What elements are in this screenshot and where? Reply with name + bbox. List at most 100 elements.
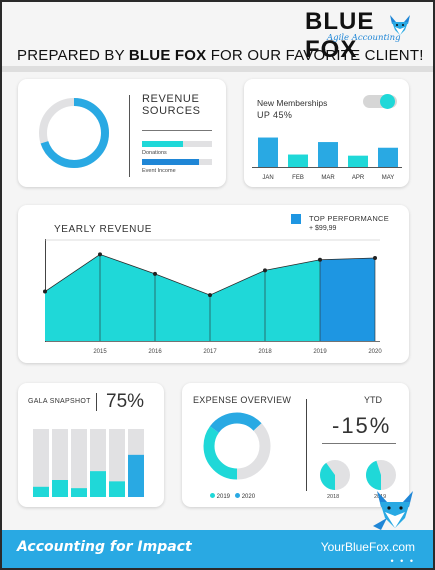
brand-logo: BLUE FOX Agile Accounting bbox=[305, 8, 421, 63]
yearly-revenue-title: YEARLY REVENUE bbox=[54, 224, 153, 235]
yearly-area-highlight bbox=[320, 257, 375, 341]
fox-mascot-icon bbox=[373, 491, 413, 530]
memberships-bar-jan bbox=[258, 137, 278, 167]
memberships-tick-may: MAY bbox=[382, 175, 395, 181]
yearly-tick-2020: 2020 bbox=[368, 349, 382, 355]
donations-bar-fill bbox=[142, 141, 183, 147]
prepared-by-heading: PREPARED BY BLUE FOX FOR OUR FAVORITE CL… bbox=[17, 47, 424, 64]
yearly-point-3 bbox=[208, 293, 212, 298]
prepared-prefix: PREPARED BY bbox=[17, 47, 129, 64]
legend-2019-label: 2019 bbox=[216, 494, 231, 500]
gala-bar-chart bbox=[33, 429, 144, 497]
yearly-tick-2016: 2016 bbox=[148, 349, 162, 355]
memberships-tick-apr: APR bbox=[352, 175, 365, 181]
top-performance-value: + $99,99 bbox=[309, 225, 337, 232]
revenue-divider bbox=[129, 95, 130, 177]
event-income-bar-track bbox=[142, 159, 212, 165]
memberships-toggle[interactable] bbox=[363, 94, 397, 109]
top-performance-label: TOP PERFORMANCE bbox=[309, 214, 390, 223]
memberships-tick-feb: FEB bbox=[292, 175, 304, 181]
event-income-label: Event Income bbox=[142, 168, 176, 174]
revenue-sources-card: REVENUE SOURCES Donations Event Income bbox=[18, 79, 226, 187]
gala-bar-3 bbox=[71, 488, 87, 497]
revenue-title-line2: SOURCES bbox=[142, 105, 201, 117]
legend-2020-dot bbox=[235, 493, 241, 498]
ytd-pie-slice-2019 bbox=[366, 460, 381, 490]
footer-dots: • • • bbox=[390, 556, 415, 566]
yearly-point-0 bbox=[43, 289, 47, 294]
legend-2019-dot bbox=[210, 493, 215, 498]
ytd-pie-2018 bbox=[320, 460, 350, 490]
top-performance-swatch bbox=[291, 214, 301, 224]
memberships-subtitle: UP 45% bbox=[257, 110, 293, 120]
ytd-title: YTD bbox=[364, 395, 382, 405]
yearly-tick-2018: 2018 bbox=[258, 349, 272, 355]
footer-website-link[interactable]: YourBlueFox.com bbox=[320, 540, 415, 554]
yearly-point-1 bbox=[98, 252, 102, 257]
fox-logo-icon bbox=[390, 15, 410, 35]
brand-tagline: Agile Accounting bbox=[327, 33, 401, 43]
gala-card: GALA SNAPSHOT 75% bbox=[18, 383, 164, 507]
donations-bar-track bbox=[142, 141, 212, 147]
yearly-tick-2015: 2015 bbox=[93, 349, 107, 355]
prepared-brand: BLUE FOX bbox=[128, 47, 207, 64]
memberships-bar-mar bbox=[318, 142, 338, 167]
yearly-point-2 bbox=[153, 271, 157, 276]
revenue-title: REVENUE SOURCES bbox=[142, 93, 201, 117]
gala-bar-4 bbox=[90, 471, 106, 497]
header-divider bbox=[2, 66, 433, 72]
legend-2020-label: 2020 bbox=[241, 494, 256, 500]
brand-name: BLUE FOX bbox=[305, 8, 375, 63]
memberships-tick-mar: MAR bbox=[321, 175, 335, 181]
donations-label: Donations bbox=[142, 150, 167, 156]
memberships-title: New Memberships bbox=[257, 98, 328, 108]
expense-legend: 2019 2020 bbox=[210, 493, 255, 500]
prepared-suffix: FOR OUR FAVORITE CLIENT! bbox=[206, 47, 424, 64]
memberships-bar-apr bbox=[348, 155, 368, 167]
revenue-donut-arc bbox=[39, 98, 109, 168]
yearly-point-6 bbox=[373, 255, 377, 260]
revenue-title-line1: REVENUE bbox=[142, 93, 200, 105]
expense-title: EXPENSE OVERVIEW bbox=[193, 395, 292, 405]
gala-bar-track-5 bbox=[109, 429, 125, 497]
yearly-area-main bbox=[45, 254, 320, 341]
revenue-donut-chart bbox=[39, 98, 109, 168]
ytd-pie-2018-label: 2018 bbox=[327, 494, 340, 500]
event-income-bar-fill bbox=[142, 159, 200, 165]
memberships-bar-may bbox=[378, 147, 398, 167]
gala-bar-6 bbox=[128, 454, 144, 497]
gala-bar-track-3 bbox=[71, 429, 87, 497]
ytd-pie-2019 bbox=[366, 460, 396, 490]
yearly-point-5 bbox=[318, 257, 322, 262]
memberships-bar-feb bbox=[288, 154, 308, 167]
gala-value: 75% bbox=[106, 391, 145, 412]
footer-bar: Accounting for Impact YourBlueFox.com • … bbox=[2, 530, 433, 568]
ytd-value: -15% bbox=[332, 413, 392, 438]
yearly-revenue-area-chart: 2015 2016 2017 2018 2019 2020 bbox=[43, 239, 382, 355]
gala-divider bbox=[96, 393, 97, 411]
expense-donut-chart bbox=[203, 412, 271, 480]
memberships-card: New Memberships UP 45% JAN FEB MAR APR MAY bbox=[244, 79, 409, 187]
gala-bar-2 bbox=[52, 480, 68, 497]
revenue-title-rule bbox=[142, 130, 212, 131]
gala-bar-1 bbox=[33, 486, 49, 497]
toggle-knob bbox=[380, 94, 395, 109]
expense-donut-segment-2 bbox=[203, 412, 271, 480]
expense-ytd-divider bbox=[306, 399, 307, 491]
footer-tagline: Accounting for Impact bbox=[17, 539, 192, 555]
expense-donut-segment-3 bbox=[203, 412, 271, 480]
expense-ytd-card: EXPENSE OVERVIEW 2019 2020 YTD -15% 2018… bbox=[182, 383, 409, 507]
memberships-tick-jan: JAN bbox=[262, 175, 273, 181]
gala-title: GALA SNAPSHOT bbox=[28, 398, 91, 405]
yearly-point-4 bbox=[263, 268, 267, 273]
gala-bar-5 bbox=[109, 481, 125, 497]
gala-bar-track-1 bbox=[33, 429, 49, 497]
yearly-tick-2017: 2017 bbox=[203, 349, 217, 355]
ytd-pie-slice-2018 bbox=[320, 462, 335, 490]
ytd-rule bbox=[322, 443, 396, 444]
yearly-tick-2019: 2019 bbox=[313, 349, 327, 355]
memberships-bar-chart: JAN FEB MAR APR MAY bbox=[252, 137, 402, 181]
yearly-revenue-card: YEARLY REVENUE TOP PERFORMANCE + $99,99 … bbox=[18, 205, 409, 363]
